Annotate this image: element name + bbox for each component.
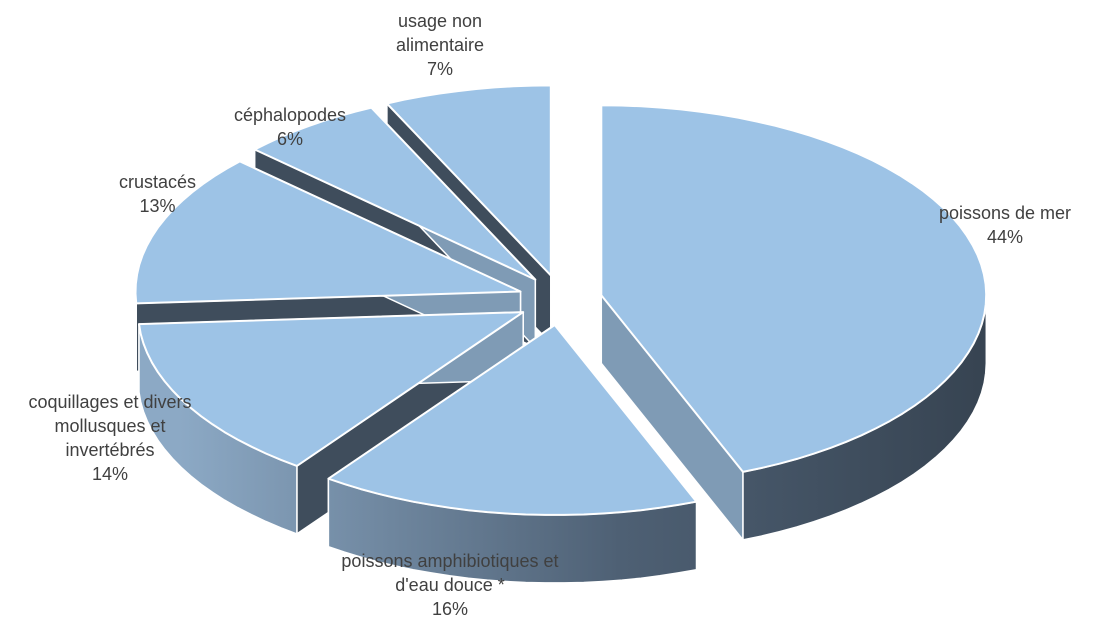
label-name: céphalopodes xyxy=(233,105,347,125)
label-name-line1: coquillages et divers xyxy=(28,392,192,412)
label-name-line1: usage non xyxy=(397,11,483,31)
label-percent: 13% xyxy=(139,196,176,216)
label-name: poissons amphibiotiques et xyxy=(341,551,559,571)
slice-top xyxy=(253,106,537,281)
label-percent: 7% xyxy=(426,59,453,79)
label-percent: 14% xyxy=(91,464,129,484)
label-usage-non-alimentaire: usage non alimentaire 7% xyxy=(370,9,510,81)
label-name-line2: alimentaire xyxy=(395,35,485,55)
label-percent: 16% xyxy=(431,599,469,619)
label-percent: 6% xyxy=(276,129,303,149)
slice-top xyxy=(138,311,525,467)
label-name-line3: invertébrés xyxy=(65,440,155,460)
label-poissons-amphibiotiques: poissons amphibiotiques et d'eau douce *… xyxy=(300,549,600,621)
label-cephalopodes: céphalopodes 6% xyxy=(215,103,365,151)
label-name-line2: mollusques et xyxy=(54,416,166,436)
label-crustaces: crustacés 13% xyxy=(100,170,215,218)
slice-top xyxy=(385,84,552,277)
label-name-line2: d'eau douce * xyxy=(395,575,505,595)
slice-top xyxy=(327,324,698,516)
slice-poissons-amphibiotiques xyxy=(327,324,698,584)
slice-poissons-de-mer xyxy=(600,104,988,541)
slice-top xyxy=(134,160,522,305)
label-coquillages: coquillages et divers mollusques et inve… xyxy=(5,390,215,486)
label-name: crustacés xyxy=(118,172,197,192)
slice-top xyxy=(600,104,988,473)
label-percent: 44% xyxy=(986,227,1024,247)
label-name: poissons de mer xyxy=(938,203,1072,223)
label-poissons-de-mer: poissons de mer 44% xyxy=(920,201,1090,249)
